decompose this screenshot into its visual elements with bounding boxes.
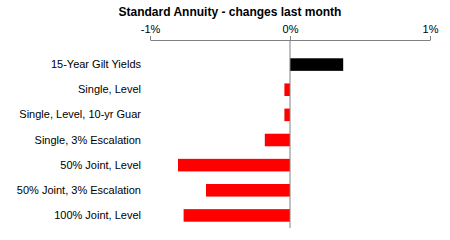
tick: -1% [141,23,161,40]
category-label: Single, Level [78,83,141,95]
bar [265,134,290,147]
bar [290,58,343,71]
x-axis: -1% 0% 1% [141,23,439,41]
tick: Single, Level [78,83,144,95]
background [0,0,450,240]
tick-mark [150,36,151,40]
category-label: 100% Joint, Level [54,209,141,221]
bar [284,83,290,96]
category-label: Single, Level, 10-yr Guar [19,108,141,120]
tick-label: -1% [141,23,161,35]
bar [184,209,290,222]
tick: Single, 3% Escalation [35,134,144,146]
tick: 100% Joint, Level [54,209,144,221]
chart: Standard Annuity - changes last month -1%… [0,0,450,240]
tick-mark [290,36,291,40]
category-axis-line [290,40,291,228]
tick-label: 0% [283,23,299,35]
bars [178,58,343,221]
tick-mark [430,36,431,40]
bar [284,109,290,122]
title: Standard Annuity - changes last month [119,5,342,19]
tick: 15-Year Gilt Yields [51,58,144,70]
tick: Single, Level, 10-yr Guar [19,108,144,120]
category-label: 15-Year Gilt Yields [51,58,142,70]
bar [206,184,290,197]
tick: 0% [283,23,299,40]
bar [178,159,290,172]
category-label: 50% Joint, 3% Escalation [17,184,141,196]
category-label: 50% Joint, Level [60,159,141,171]
category-label: Single, 3% Escalation [35,134,141,146]
tick-label: 1% [423,23,439,35]
tick: 50% Joint, Level [60,159,144,171]
tick: 1% [423,23,439,40]
tick: 50% Joint, 3% Escalation [17,184,144,196]
y-axis: 15-Year Gilt Yields Single, Level Single, … [17,58,144,221]
